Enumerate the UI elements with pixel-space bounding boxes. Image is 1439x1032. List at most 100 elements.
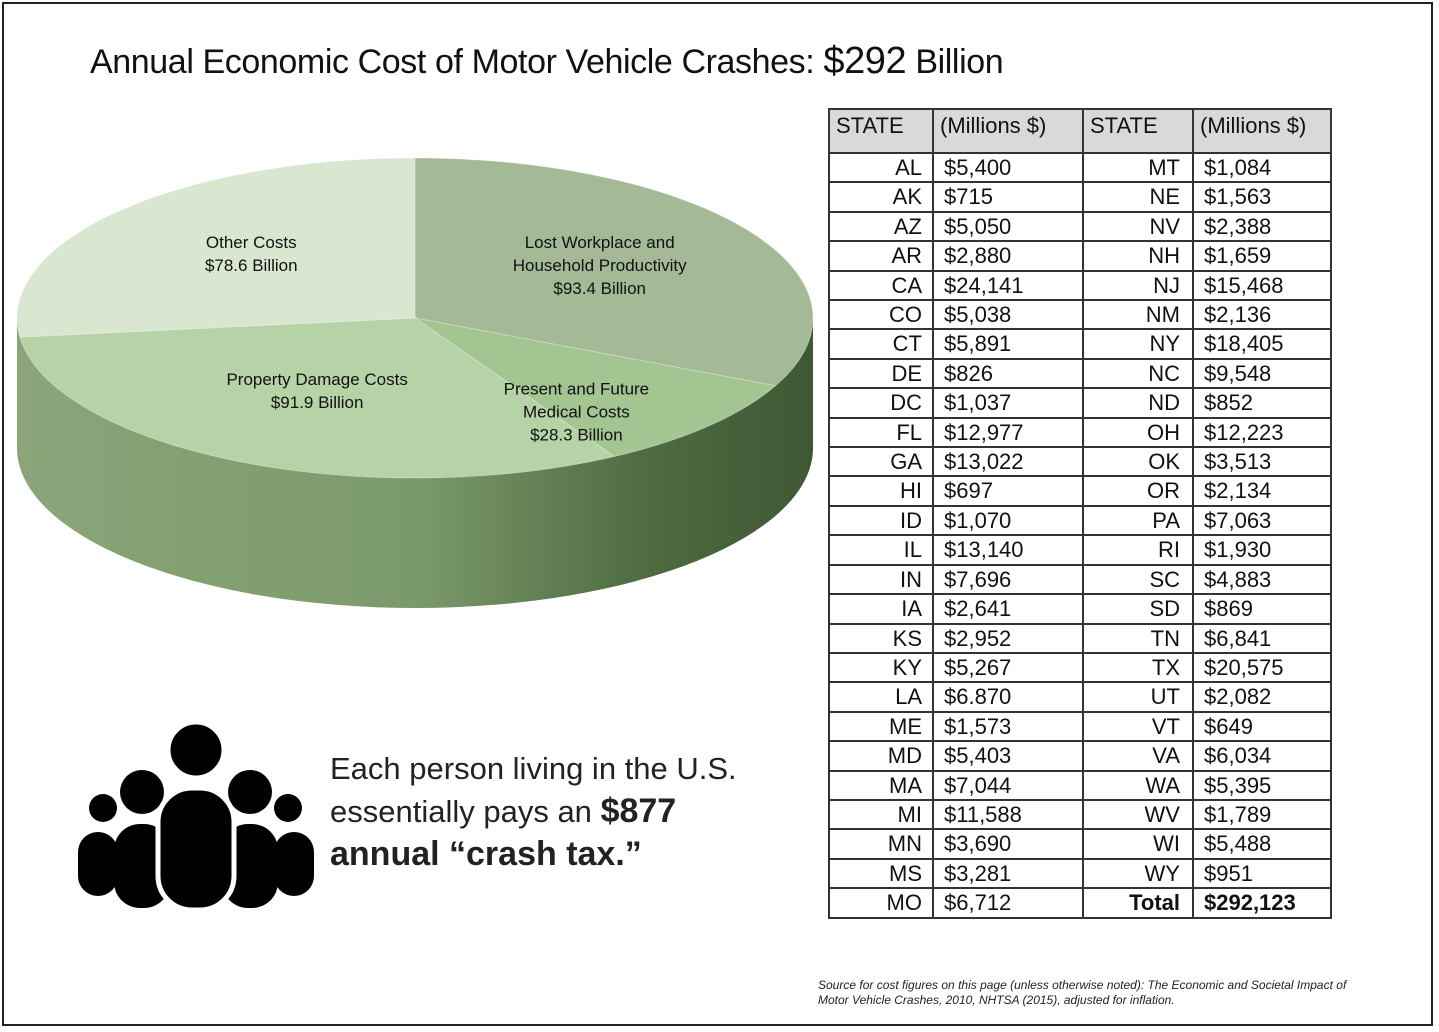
state-cost: $649 [1192,710,1332,743]
crash-tax-line3: annual “crash tax.” [330,835,642,873]
state-cost: $12,223 [1192,416,1332,449]
table-row: MA $7,044 WA $5,395 [828,769,1332,801]
header-millions-2: (Millions $) [1192,108,1332,154]
state-code: VT [1082,710,1194,743]
state-cost: $5,488 [1192,828,1332,860]
table-row: DE $826 NC $9,548 [828,357,1332,390]
state-code: IN [828,563,934,596]
state-code: OH [1082,416,1194,449]
state-cost: $1,037 [932,387,1084,419]
state-cost: $715 [932,181,1084,213]
state-code: ME [828,710,934,743]
title-unit: Billion [915,43,1004,81]
table-header-row: STATE (Millions $) STATE (Millions $) [828,108,1332,154]
state-code: IL [828,534,934,566]
state-cost: $6,712 [932,887,1084,919]
table-body: AL $5,400 MT $1,084 AK $715 NE $1,563 AZ $5,050 NV… [828,151,1332,919]
state-code: SC [1082,563,1194,596]
table-row: AK $715 NE $1,563 [828,181,1332,213]
state-code: AL [828,151,934,184]
state-code: TX [1082,651,1194,684]
header-state-1: STATE [828,108,934,154]
state-cost: $5,038 [932,299,1084,331]
pie-slice-label-2: Property Damage Costs $91.9 Billion [226,370,407,412]
state-code: NC [1082,357,1194,390]
table-row: MI $11,588 WV $1,789 [828,798,1332,831]
header-state-2: STATE [1082,108,1194,154]
table-row: MO $6,712 Total $292,123 [828,887,1332,919]
pie-slice-label-0: Lost Workplace and Household Productivity… [513,233,687,298]
state-code: Total [1082,887,1194,919]
state-code: HI [828,475,934,507]
pie-labels: Lost Workplace and Household Productivity… [205,233,687,445]
state-code: MA [828,769,934,801]
state-cost: $1,070 [932,504,1084,537]
state-code: KS [828,622,934,654]
table-row: ME $1,573 VT $649 [828,710,1332,743]
state-cost: $1,084 [1192,151,1332,184]
state-code: TN [1082,622,1194,654]
state-cost: $5,403 [932,740,1084,772]
state-code: RI [1082,534,1194,566]
source-note: Source for cost figures on this page (un… [818,978,1428,1008]
state-code: CT [828,328,934,360]
crash-tax-text: Each person living in the U.S. essential… [330,748,737,875]
state-cost: $18,405 [1192,328,1332,360]
table-row: CT $5,891 NY $18,405 [828,328,1332,360]
state-code: DE [828,357,934,390]
table-row: ID $1,070 PA $7,063 [828,504,1332,537]
table-row: CA $24,141 NJ $15,468 [828,269,1332,302]
state-cost: $15,468 [1192,269,1332,302]
state-code: WV [1082,798,1194,831]
crash-tax-line2: essentially pays an $877 [330,790,737,833]
state-code: CA [828,269,934,302]
state-cost: $1,930 [1192,534,1332,566]
pie-side [17,318,813,608]
state-code: MD [828,740,934,772]
state-code: UT [1082,681,1194,713]
source-line2: Motor Vehicle Crashes, 2010, NHTSA (2015… [818,993,1175,1007]
state-cost: $3,281 [932,857,1084,890]
title-amount: $292 [823,40,907,82]
state-cost: $3,513 [1192,446,1332,478]
state-cost: $13,022 [932,446,1084,478]
state-cost: $13,140 [932,534,1084,566]
state-cost: $2,134 [1192,475,1332,507]
state-cost: $3,690 [932,828,1084,860]
state-code: MT [1082,151,1194,184]
state-cost: $5,400 [932,151,1084,184]
state-cost: $7,063 [1192,504,1332,537]
state-cost: $6,841 [1192,622,1332,654]
state-cost: $1,563 [1192,181,1332,213]
state-cost: $292,123 [1192,887,1332,919]
state-code: MO [828,887,934,919]
table-row: KY $5,267 TX $20,575 [828,651,1332,684]
state-cost-table: STATE (Millions $) STATE (Millions $) AL… [828,108,1332,919]
state-code: WY [1082,857,1194,890]
table-row: IL $13,140 RI $1,930 [828,534,1332,566]
state-code: OR [1082,475,1194,507]
state-code: VA [1082,740,1194,772]
state-cost: $24,141 [932,269,1084,302]
state-code: FL [828,416,934,449]
table-row: MD $5,403 VA $6,034 [828,740,1332,772]
state-code: NY [1082,328,1194,360]
state-code: NH [1082,240,1194,272]
state-code: NV [1082,210,1194,243]
crash-tax-line1: Each person living in the U.S. [330,751,737,786]
state-cost: $9,548 [1192,357,1332,390]
state-code: PA [1082,504,1194,537]
state-cost: $7,696 [932,563,1084,596]
state-cost: $697 [932,475,1084,507]
pie-chart: Lost Workplace and Household Productivity… [16,157,814,608]
page-title: Annual Economic Cost of Motor Vehicle Cr… [90,40,1004,83]
state-code: SD [1082,593,1194,625]
pie-slice-1 [414,317,777,458]
state-cost: $869 [1192,593,1332,625]
state-code: ID [828,504,934,537]
state-cost: $826 [932,357,1084,390]
state-cost: $2,641 [932,593,1084,625]
crash-tax-amount: $877 [600,792,677,830]
crash-tax-prefix: essentially pays an [330,794,592,829]
state-code: AR [828,240,934,272]
